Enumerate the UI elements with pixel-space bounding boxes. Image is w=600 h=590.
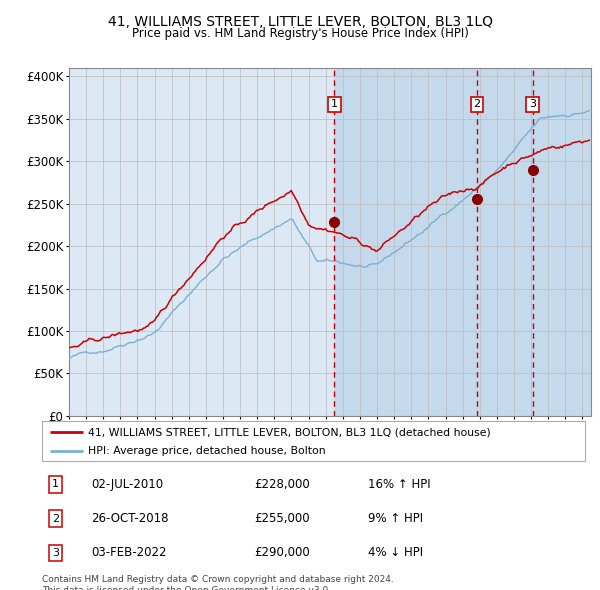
Text: HPI: Average price, detached house, Bolton: HPI: Average price, detached house, Bolt… [88, 447, 326, 456]
Text: Contains HM Land Registry data © Crown copyright and database right 2024.
This d: Contains HM Land Registry data © Crown c… [42, 575, 394, 590]
Text: 3: 3 [529, 99, 536, 109]
Text: 4% ↓ HPI: 4% ↓ HPI [368, 546, 423, 559]
Text: 02-JUL-2010: 02-JUL-2010 [91, 478, 163, 491]
Bar [334, 68, 591, 416]
Text: 9% ↑ HPI: 9% ↑ HPI [368, 512, 423, 525]
Text: 1: 1 [52, 479, 59, 489]
Text: 41, WILLIAMS STREET, LITTLE LEVER, BOLTON, BL3 1LQ (detached house): 41, WILLIAMS STREET, LITTLE LEVER, BOLTO… [88, 428, 491, 438]
Text: £228,000: £228,000 [254, 478, 310, 491]
Text: 3: 3 [52, 548, 59, 558]
Text: 26-OCT-2018: 26-OCT-2018 [91, 512, 169, 525]
Text: £290,000: £290,000 [254, 546, 310, 559]
Text: 16% ↑ HPI: 16% ↑ HPI [368, 478, 430, 491]
Text: 41, WILLIAMS STREET, LITTLE LEVER, BOLTON, BL3 1LQ: 41, WILLIAMS STREET, LITTLE LEVER, BOLTO… [107, 15, 493, 29]
Text: Price paid vs. HM Land Registry's House Price Index (HPI): Price paid vs. HM Land Registry's House … [131, 27, 469, 40]
Text: 1: 1 [331, 99, 338, 109]
Text: 03-FEB-2022: 03-FEB-2022 [91, 546, 166, 559]
FancyBboxPatch shape [42, 421, 585, 461]
Text: 2: 2 [52, 514, 59, 523]
Text: 2: 2 [473, 99, 481, 109]
Text: £255,000: £255,000 [254, 512, 310, 525]
